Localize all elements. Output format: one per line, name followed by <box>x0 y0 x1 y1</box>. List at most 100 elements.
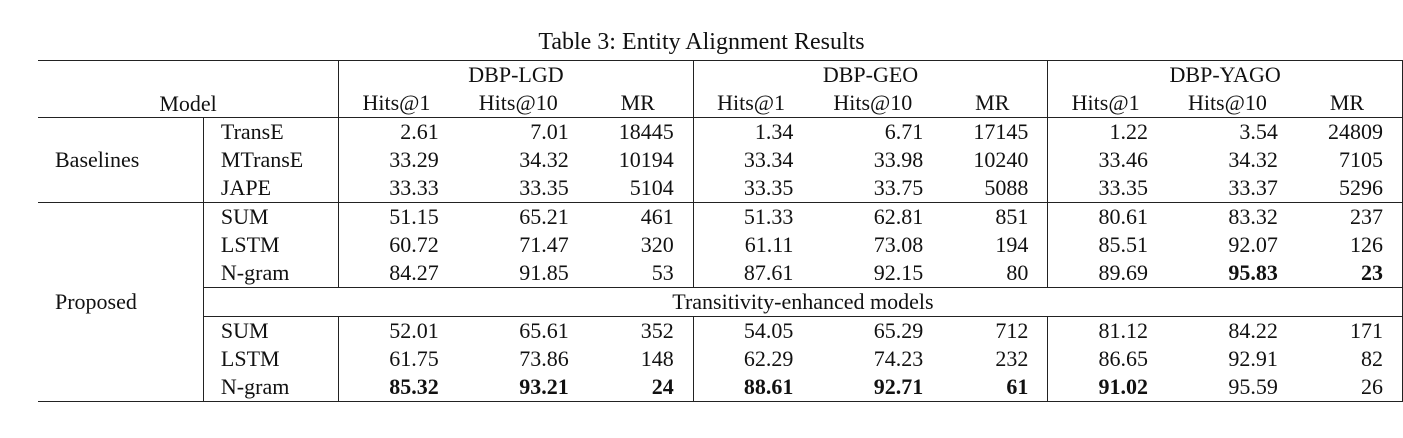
value-cell: 74.23 <box>873 346 924 371</box>
value-cell: 83.32 <box>1162 202 1292 231</box>
value-cell: 7.01 <box>453 117 583 146</box>
model-name: N-gram <box>202 259 339 288</box>
value-cell: 2.61 <box>338 117 454 146</box>
metric-header: MR <box>1291 89 1403 118</box>
value-cell: 237 <box>1291 202 1403 231</box>
value-cell: 24 <box>582 373 694 402</box>
model-name: LSTM <box>202 231 339 259</box>
value-cell: 17145 <box>937 117 1048 146</box>
row: Baselines TransE 2.61 7.01 18445 1.34 6.71 1714… <box>38 117 1403 203</box>
value-cell: 34.32 <box>519 147 569 172</box>
value-cell: 23 <box>1291 259 1403 288</box>
value-cell: 92.07 <box>1228 232 1278 257</box>
model-name: JAPE <box>202 174 339 203</box>
value-cell: 85.32 <box>338 373 454 402</box>
value-cell: 60.72 <box>338 231 454 259</box>
value-cell: 87.61 <box>692 259 809 288</box>
model-name: LSTM <box>202 345 339 373</box>
row: JAPE 33.33 33.35 5104 33.35 33.75 5088 33.35 33.… <box>38 174 1403 203</box>
value-cell: 33.98 <box>873 147 924 172</box>
value-cell: 33.35 <box>453 174 583 203</box>
group-label: Proposed <box>38 202 204 402</box>
value-cell: 92.71 <box>808 373 938 402</box>
row: Proposed SUM 51.15 65.21 461 51.33 62.81 851 80.… <box>38 202 1403 402</box>
model-name: SUM <box>202 202 339 231</box>
value-cell: 65.61 <box>453 316 583 345</box>
value-cell: 73.86 <box>519 346 569 371</box>
model-header: Model <box>38 60 339 118</box>
value-cell: 194 <box>995 232 1029 257</box>
value-cell: 18445 <box>582 117 694 146</box>
value-cell: 24809 <box>1291 117 1403 146</box>
value-cell: 95.59 <box>1162 373 1292 402</box>
value-cell: 320 <box>640 232 674 257</box>
value-cell: 81.12 <box>1047 316 1163 345</box>
value-cell: 61.11 <box>692 231 809 259</box>
value-cell: 171 <box>1291 316 1403 345</box>
value-cell: 85.51 <box>1047 231 1163 259</box>
value-cell: 33.46 <box>1047 146 1163 174</box>
value-cell: 34.32 <box>1228 147 1278 172</box>
value-cell: 51.33 <box>692 202 809 231</box>
row: Transitivity-enhanced models <box>38 287 1403 317</box>
metric-header: MR <box>975 90 1010 115</box>
value-cell: 62.81 <box>808 202 938 231</box>
value-cell: 5296 <box>1291 174 1403 203</box>
row: Model DBP-LGD DBP-GEO DBP-YAGO <box>38 60 1403 118</box>
value-cell: 88.61 <box>692 373 809 402</box>
value-cell: 1.34 <box>692 117 809 146</box>
value-cell: 80.61 <box>1047 202 1163 231</box>
value-cell: 6.71 <box>808 117 938 146</box>
value-cell: 92.91 <box>1228 346 1278 371</box>
value-cell: 33.35 <box>692 174 809 203</box>
metric-header: Hits@1 <box>338 89 454 118</box>
value-cell: 232 <box>995 346 1029 371</box>
dataset-header: DBP-LGD <box>338 60 694 89</box>
subheading: Transitivity-enhanced models <box>202 287 1403 317</box>
value-cell: 5088 <box>937 174 1048 203</box>
metric-header: Hits@10 <box>478 90 558 115</box>
value-cell: 54.05 <box>692 316 809 345</box>
value-cell: 26 <box>1291 373 1403 402</box>
value-cell: 65.29 <box>808 316 938 345</box>
value-cell: 73.08 <box>873 232 924 257</box>
value-cell: 126 <box>1291 231 1403 259</box>
value-cell: 84.27 <box>338 259 454 288</box>
model-name: N-gram <box>202 373 339 402</box>
value-cell: 712 <box>937 316 1048 345</box>
model-name: TransE <box>202 117 339 146</box>
value-cell: 95.83 <box>1228 260 1278 285</box>
row: N-gram 85.32 93.21 24 88.61 92.71 61 91.02 95.59… <box>38 373 1403 402</box>
value-cell: 62.29 <box>692 345 809 373</box>
row: SUM 52.01 65.61 352 54.05 65.29 712 81.12 84.22 1… <box>38 316 1403 345</box>
value-cell: 33.29 <box>338 146 454 174</box>
dataset-header: DBP-YAGO <box>1047 60 1403 89</box>
value-cell: 7105 <box>1291 146 1403 174</box>
value-cell: 65.21 <box>453 202 583 231</box>
value-cell: 10240 <box>973 147 1029 172</box>
value-cell: 33.75 <box>808 174 938 203</box>
results-table: Model DBP-LGD DBP-GEO DBP-YAGO Hits@1 Hits@10… <box>38 60 1403 402</box>
row: MTransE 33.29 34.32 10194 33.34 33.98 10240 33.… <box>38 146 1403 174</box>
value-cell: 53 <box>651 260 674 285</box>
model-name: SUM <box>202 316 339 345</box>
metric-header: Hits@10 <box>833 90 913 115</box>
value-cell: 91.02 <box>1047 373 1163 402</box>
value-cell: 80 <box>1006 260 1029 285</box>
value-cell: 33.34 <box>692 146 809 174</box>
value-cell: 61 <box>937 373 1048 402</box>
model-name: MTransE <box>202 146 339 174</box>
metric-header: Hits@1 <box>1047 89 1163 118</box>
value-cell: 51.15 <box>338 202 454 231</box>
metric-header: Hits@10 <box>1187 90 1267 115</box>
value-cell: 352 <box>582 316 694 345</box>
table-title: Table 3: Entity Alignment Results <box>538 29 865 55</box>
value-cell: 33.33 <box>338 174 454 203</box>
metric-header: MR <box>620 90 655 115</box>
dataset-header: DBP-GEO <box>692 60 1048 89</box>
value-cell: 461 <box>582 202 694 231</box>
value-cell: 851 <box>937 202 1048 231</box>
value-cell: 5104 <box>582 174 694 203</box>
value-cell: 148 <box>640 346 674 371</box>
